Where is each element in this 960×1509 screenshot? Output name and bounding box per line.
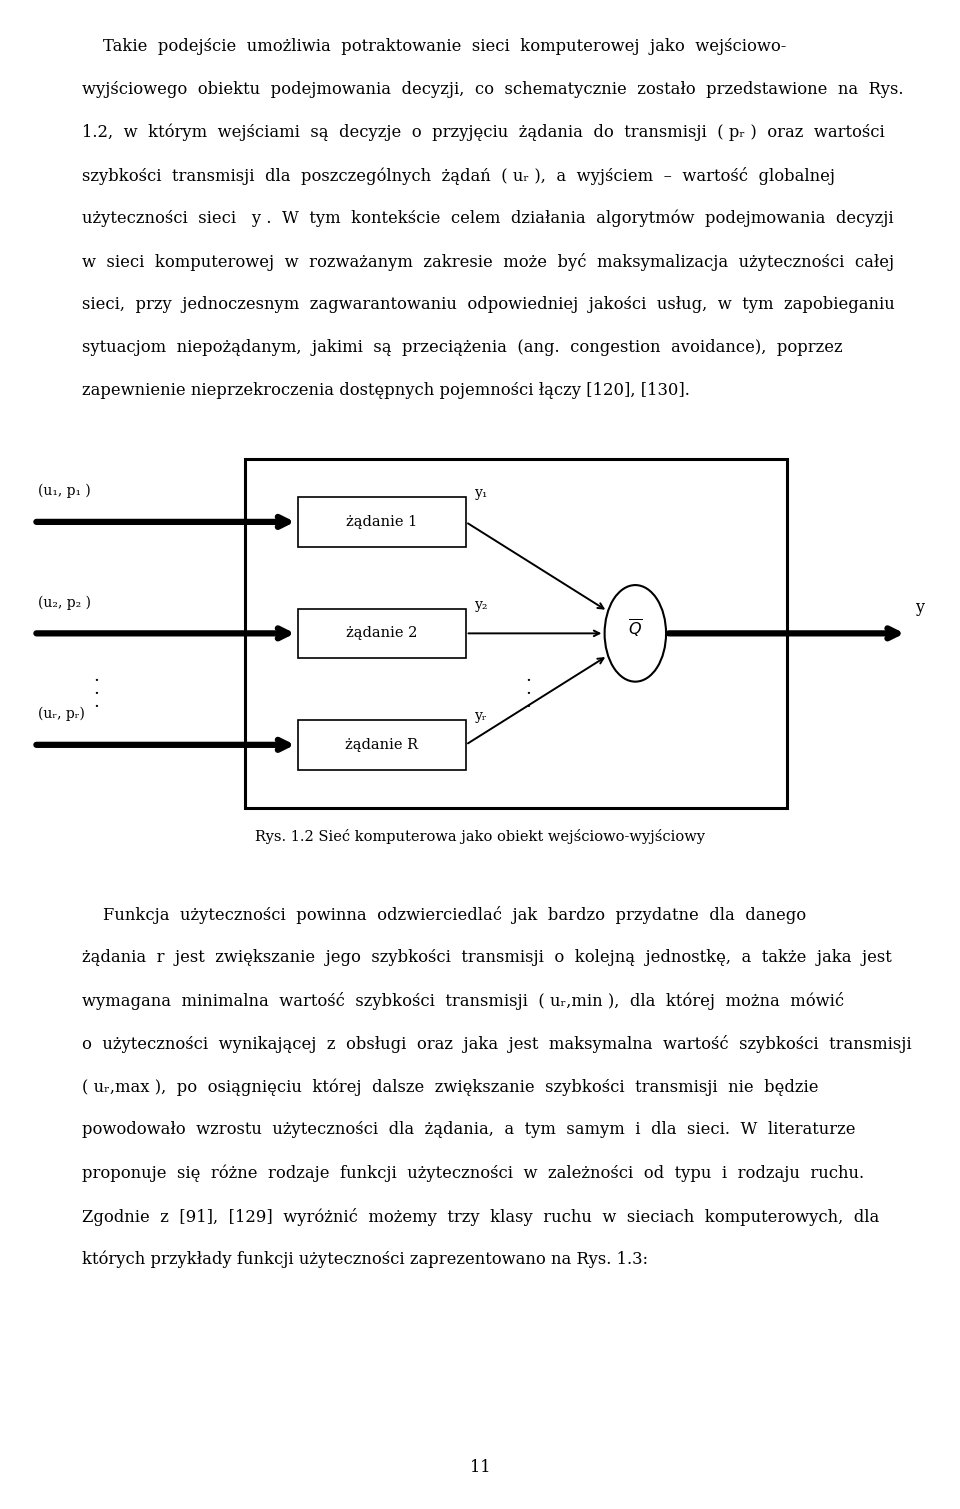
- Text: powodowało  wzrostu  użyteczności  dla  żądania,  a  tym  samym  i  dla  sieci. : powodowało wzrostu użyteczności dla żąda…: [82, 1121, 855, 1138]
- Bar: [298, 608, 466, 658]
- Text: proponuje  się  różne  rodzaje  funkcji  użyteczności  w  zależności  od  typu  : proponuje się różne rodzaje funkcji użyt…: [82, 1165, 864, 1182]
- Text: (u₂, p₂ ): (u₂, p₂ ): [38, 596, 91, 610]
- Text: sytuacjom  niepożądanym,  jakimi  są  przeciążenia  (ang.  congestion  avoidance: sytuacjom niepożądanym, jakimi są przeci…: [82, 338, 842, 356]
- Text: wyjściowego  obiektu  podejmowania  decyzji,  co  schematycznie  zostało  przeds: wyjściowego obiektu podejmowania decyzji…: [82, 81, 903, 98]
- Text: żądanie 2: żądanie 2: [346, 626, 418, 640]
- Bar: [245, 459, 787, 807]
- Text: ( uᵣ,max ),  po  osiągnięciu  której  dalsze  zwiększanie  szybkości  transmisji: ( uᵣ,max ), po osiągnięciu której dalsze…: [82, 1079, 818, 1096]
- Text: .: .: [93, 681, 99, 699]
- Text: w  sieci  komputerowej  w  rozważanym  zakresie  może  być  maksymalizacja  użyt: w sieci komputerowej w rozważanym zakres…: [82, 252, 894, 270]
- Text: o  użyteczności  wynikającej  z  obsługi  oraz  jaka  jest  maksymalna  wartość : o użyteczności wynikającej z obsługi ora…: [82, 1035, 911, 1053]
- Text: żądanie R: żądanie R: [345, 738, 419, 751]
- Text: Funkcja  użyteczności  powinna  odzwierciedlać  jak  bardzo  przydatne  dla  dan: Funkcja użyteczności powinna odzwiercied…: [82, 907, 805, 925]
- Text: zapewnienie nieprzekroczenia dostępnych pojemności łączy [120], [130].: zapewnienie nieprzekroczenia dostępnych …: [82, 382, 689, 398]
- Text: (uᵣ, pᵣ): (uᵣ, pᵣ): [38, 706, 85, 721]
- Text: Takie  podejście  umożliwia  potraktowanie  sieci  komputerowej  jako  wejściowo: Takie podejście umożliwia potraktowanie …: [82, 38, 786, 54]
- Text: y: y: [915, 599, 924, 616]
- Text: .: .: [525, 681, 531, 699]
- Text: .: .: [93, 694, 99, 711]
- Text: Rys. 1.2 Sieć komputerowa jako obiekt wejściowo-wyjściowy: Rys. 1.2 Sieć komputerowa jako obiekt we…: [255, 828, 705, 844]
- Text: .: .: [93, 667, 99, 685]
- Text: Zgodnie  z  [91],  [129]  wyróżnić  możemy  trzy  klasy  ruchu  w  sieciach  kom: Zgodnie z [91], [129] wyróżnić możemy tr…: [82, 1207, 878, 1225]
- Text: yᵣ: yᵣ: [475, 709, 488, 723]
- Text: 11: 11: [469, 1459, 491, 1476]
- Text: .: .: [525, 694, 531, 711]
- Text: sieci,  przy  jednoczesnym  zagwarantowaniu  odpowiedniej  jakości  usług,  w  t: sieci, przy jednoczesnym zagwarantowaniu…: [82, 296, 895, 312]
- Text: 1.2,  w  którym  wejściami  są  decyzje  o  przyjęciu  żądania  do  transmisji  : 1.2, w którym wejściami są decyzje o prz…: [82, 124, 884, 142]
- Text: $\overline{Q}$: $\overline{Q}$: [628, 617, 642, 640]
- Text: żądanie 1: żądanie 1: [346, 515, 418, 528]
- Text: użyteczności  sieci   y .  W  tym  kontekście  celem  działania  algorytmów  pod: użyteczności sieci y . W tym kontekście …: [82, 210, 893, 228]
- Text: .: .: [525, 667, 531, 685]
- Text: (u₁, p₁ ): (u₁, p₁ ): [38, 484, 91, 498]
- Text: y₁: y₁: [475, 486, 489, 501]
- Text: których przykłady funkcji użyteczności zaprezentowano na Rys. 1.3:: których przykłady funkcji użyteczności z…: [82, 1251, 648, 1268]
- Bar: [298, 720, 466, 770]
- Text: wymagana  minimalna  wartość  szybkości  transmisji  ( uᵣ,min ),  dla  której  m: wymagana minimalna wartość szybkości tra…: [82, 993, 844, 1011]
- Text: żądania  r  jest  zwiększanie  jego  szybkości  transmisji  o  kolejną  jednostk: żądania r jest zwiększanie jego szybkośc…: [82, 949, 891, 966]
- Text: y₂: y₂: [475, 598, 489, 611]
- Text: szybkości  transmisji  dla  poszczególnych  żądań  ( uᵣ ),  a  wyjściem  –  wart: szybkości transmisji dla poszczególnych …: [82, 166, 834, 184]
- Bar: [298, 496, 466, 546]
- Circle shape: [605, 585, 666, 682]
